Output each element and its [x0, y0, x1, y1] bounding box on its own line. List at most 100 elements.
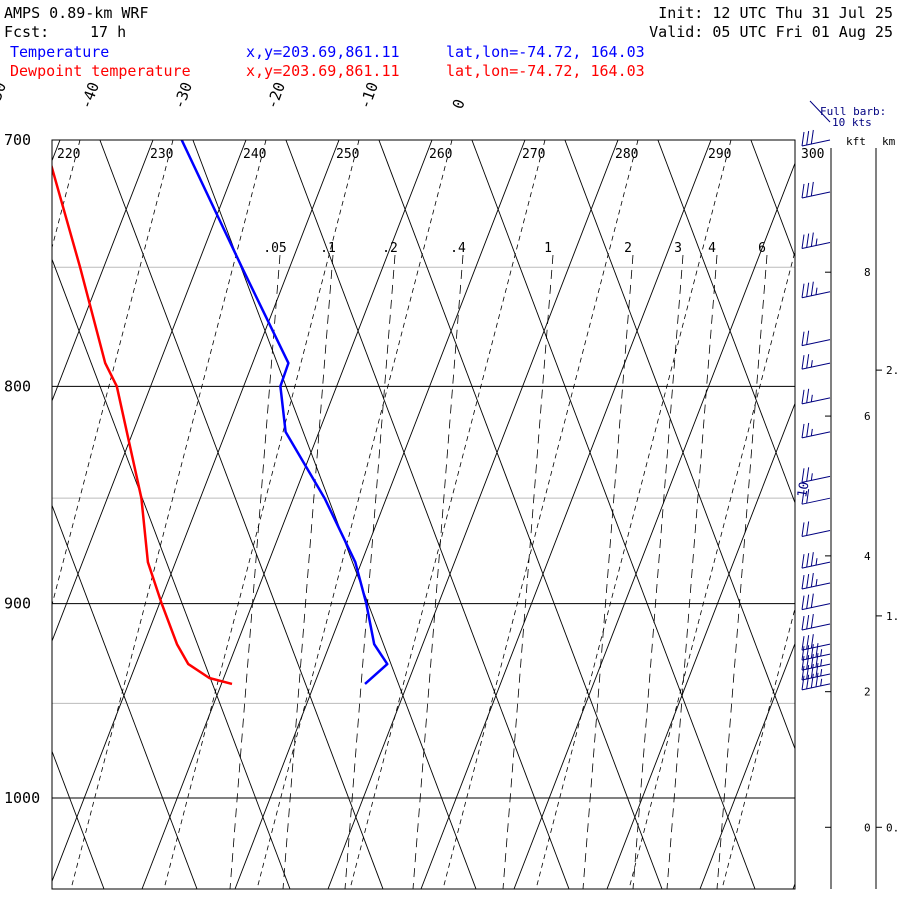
wind-barb-flag [810, 634, 814, 649]
wind-barb-staff [801, 339, 831, 347]
wind-barb-flag [810, 281, 814, 296]
isotherm-label: -20 [263, 80, 289, 112]
wind-barb-flag [801, 675, 805, 690]
km-tick-label: 2. [886, 364, 899, 377]
wind-barb-flag [810, 572, 814, 588]
wind-barb-flag [810, 644, 814, 659]
legend-dewpoint-latlon: lat,lon=-74.72, 164.03 [446, 62, 645, 80]
wind-barb-flag [806, 645, 810, 660]
mixing-ratio-line [666, 254, 718, 889]
mixing-ratio-line [412, 254, 464, 889]
wind-barb-flag [810, 663, 814, 679]
dry-adiabat [141, 140, 433, 889]
valid-time: Valid: 05 UTC Fri 01 Aug 25 [649, 23, 893, 41]
isotherm [99, 140, 384, 889]
isotherm [471, 140, 756, 889]
wind-barb-flag [806, 674, 810, 689]
wind-barb-flag [810, 613, 814, 629]
dry-adiabat [327, 140, 619, 889]
isotherm [564, 140, 795, 751]
mixing-ratio-label: .4 [450, 241, 466, 256]
wind-barb-flag [810, 673, 814, 688]
pressure-tick-label: 1000 [4, 789, 40, 807]
wind-barb-flag [801, 283, 805, 298]
theta-label: 220 [57, 147, 80, 162]
mixing-ratio-label: 6 [758, 241, 766, 256]
forecast-label: Fcst: [4, 23, 49, 41]
dry-adiabat [234, 140, 526, 889]
mixing-ratio-line [282, 254, 334, 889]
wind-barb-staff [801, 397, 831, 405]
plot-frame [51, 139, 796, 890]
moist-adiabat [628, 249, 795, 889]
mixing-ratio-label: .2 [382, 241, 398, 256]
wind-barb-flag [801, 665, 805, 681]
kft-tick-label: 4 [864, 550, 871, 563]
wind-barb-flag [806, 354, 810, 369]
mixing-ratio-label: 3 [674, 241, 682, 256]
wind-barb-flag [801, 554, 805, 569]
moist-adiabat [163, 140, 360, 889]
kft-axis-label: kft [846, 135, 866, 148]
moist-adiabat [721, 607, 795, 889]
wind-barb-flag [815, 672, 819, 687]
wind-barb-flag [801, 490, 805, 505]
wind-barb-half [820, 678, 823, 686]
isotherm [285, 140, 570, 889]
wind-barb-flag [801, 468, 805, 483]
wind-barb-half [820, 659, 823, 667]
moist-adiabat [256, 140, 453, 889]
dry-adiabat [606, 402, 795, 889]
moist-adiabat [52, 140, 81, 250]
pressure-tick-label: 800 [4, 377, 31, 395]
wind-barb-flag [806, 130, 810, 146]
dry-adiabat [699, 642, 795, 889]
wind-barb-staff [801, 497, 831, 505]
isotherm [844, 140, 900, 889]
wind-barb-half [815, 578, 818, 587]
kft-tick-label: 2 [864, 686, 871, 699]
wind-barb-flag [806, 594, 810, 609]
legend-temperature-latlon: lat,lon=-74.72, 164.03 [446, 43, 645, 61]
isotherm-label: -10 [356, 80, 382, 112]
wind-barb-half [810, 428, 813, 436]
isotherm-label: -40 [77, 80, 103, 112]
wind-barb-flag [806, 521, 810, 536]
isotherm-label: 0 [449, 97, 469, 112]
wind-barb-staff [801, 431, 831, 439]
mixing-ratio-line [502, 254, 554, 889]
wind-barb-flag [815, 662, 819, 678]
wind-barb-flag [806, 553, 810, 568]
mixing-ratio-line [716, 254, 768, 889]
dry-adiabat [52, 140, 61, 162]
wind-speed-label: 10 [795, 481, 812, 499]
wind-barb-flag [801, 636, 805, 651]
wind-barb-flag [810, 552, 814, 567]
wind-barb-half [810, 473, 813, 481]
wind-barb-flag [815, 643, 819, 658]
theta-label: 260 [429, 147, 452, 162]
dry-adiabat [420, 140, 712, 889]
isotherm [52, 504, 198, 889]
km-tick-label: 0. [886, 821, 899, 834]
wind-barb-flag [801, 656, 805, 671]
theta-label: 240 [243, 147, 266, 162]
forecast-hours: 17 h [90, 23, 126, 41]
wind-barb-flag [810, 232, 814, 247]
legend-temperature-name: Temperature [10, 43, 109, 61]
theta-label: 250 [336, 147, 359, 162]
isotherm [378, 140, 663, 889]
wind-barb-half [815, 287, 818, 295]
wind-barb-flag [801, 234, 805, 249]
theta-label: 280 [615, 147, 638, 162]
pressure-tick-label: 700 [4, 131, 31, 149]
wind-barb-flag [810, 181, 814, 197]
wind-barb-flag [806, 282, 810, 297]
wind-barb-flag [806, 467, 810, 482]
barb-key-line2: 10 kts [832, 116, 872, 129]
wind-barb-staff [801, 529, 831, 537]
wind-barb-half [815, 558, 818, 566]
mixing-ratio-line [229, 254, 281, 889]
wind-barb-staff [801, 643, 831, 651]
